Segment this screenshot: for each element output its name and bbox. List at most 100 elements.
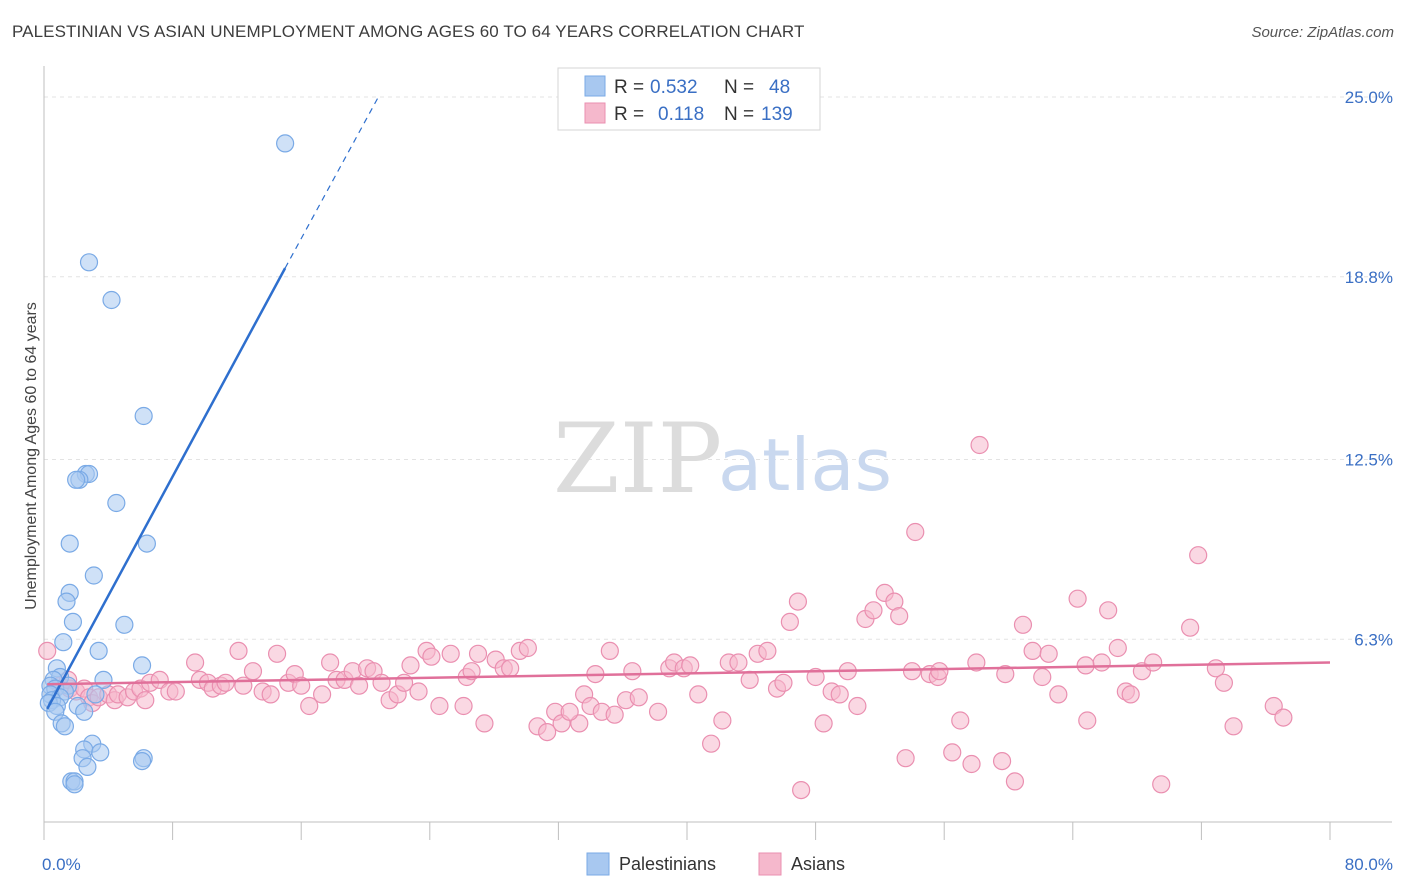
asians-point [780,612,799,632]
legend-r-label-2: R = [614,104,644,125]
asians-point [441,644,460,663]
y-tick-label-0: 6.3% [1354,630,1393,649]
palestinians-point [60,534,79,553]
asians-point [906,522,925,542]
palestinians-point [65,775,84,794]
chart-title: PALESTINIAN VS ASIAN UNEMPLOYMENT AMONG … [12,22,805,41]
asians-point [462,662,481,681]
asians-point [1039,644,1058,663]
bottom-legend-swatch-asians [758,852,782,876]
asians-point [267,644,287,663]
asians-point [702,734,721,753]
bottom-legend-swatch-palestinians [586,852,610,876]
asians-point [38,641,57,661]
asians-point [689,685,708,704]
palestinians-point [63,612,83,632]
asians-point [300,696,319,716]
palestinians-point [102,290,121,310]
palestinians-point [54,633,73,652]
asians-point [890,606,909,626]
asians-point [970,435,989,455]
palestinians-point [132,656,152,675]
asians-point [1274,708,1293,727]
asians-point [814,714,833,733]
asians-point [1033,667,1052,687]
bottom-legend-label-asians: Asians [791,854,845,874]
asians-point [1214,673,1234,692]
palestinians-point [137,534,156,553]
asians-point [758,641,777,661]
asians-point [605,705,624,724]
source-label: Source: ZipAtlas.com [1251,24,1394,41]
palestinians-point [89,641,108,661]
asians-point [166,682,185,701]
asians-point [1108,638,1127,658]
asians-point [409,682,428,701]
asians-point [243,662,263,681]
asians-point [864,601,883,620]
asians-point [430,696,449,716]
y-tick-labels: 6.3% 12.5% 18.8% 25.0% [1345,88,1393,649]
asians-point [629,688,648,707]
asians-point [1144,653,1163,672]
asians-point [600,641,619,661]
asians-trend-line [47,661,1331,686]
asians-point [538,722,557,742]
y-tick-label-3: 25.0% [1345,88,1393,107]
asians-point [806,667,825,687]
asians-point [930,662,949,681]
palestinians-trend-extension [284,96,379,269]
asians-point [1099,601,1118,620]
palestinians-point [86,685,105,704]
palestinians-point [276,134,295,153]
palestinians-point [57,592,76,611]
asians-point [475,714,494,733]
palestinians-point [75,702,94,721]
x-tick-label-right: 80.0% [1345,855,1393,874]
asians-point [962,754,981,774]
asians-point [774,673,793,692]
asians-point [848,696,867,716]
watermark-atlas: atlas [718,423,892,507]
palestinians-point [91,743,110,762]
palestinians-point [132,751,152,771]
y-axis-label: Unemployment Among Ages 60 to 64 years [23,302,40,610]
bottom-legend-label-palestinians: Palestinians [619,854,716,874]
asians-point [713,711,732,730]
asians-point [321,653,340,672]
asians-point [136,691,155,710]
asians-point [401,656,420,675]
legend-n-value-2: 139 [761,104,793,125]
asians-point [186,653,205,672]
asians-point [792,780,811,800]
asians-point [1078,711,1097,730]
asians-point [830,685,849,704]
asians-point [992,751,1012,771]
legend-n-label-2: N = [724,104,754,125]
y-tick-label-2: 18.8% [1345,268,1393,287]
asians-point [1181,618,1200,637]
palestinians-point [115,615,134,634]
asians-point [951,711,970,730]
watermark: ZIP atlas [553,403,892,515]
asians-point [729,653,748,672]
palestinians-point [107,493,126,513]
palestinians-points [39,134,295,794]
asians-point [1023,641,1042,661]
asians-point [788,592,808,611]
asians-point [967,653,986,672]
asians-point [150,670,169,690]
asians-point [216,673,235,692]
palestinians-point [134,406,153,426]
watermark-zip: ZIP [553,403,722,515]
asians-point [648,702,668,721]
asians-point [896,749,915,768]
palestinians-point [84,566,103,585]
asians-point [623,662,642,681]
x-tick-label-left: 0.0% [42,855,81,874]
asians-point [1121,685,1140,704]
bottom-legend: Palestinians Asians [586,852,845,876]
asians-point [372,673,391,692]
legend-r-value-2: 0.118 [658,104,704,125]
asians-point [261,685,280,704]
